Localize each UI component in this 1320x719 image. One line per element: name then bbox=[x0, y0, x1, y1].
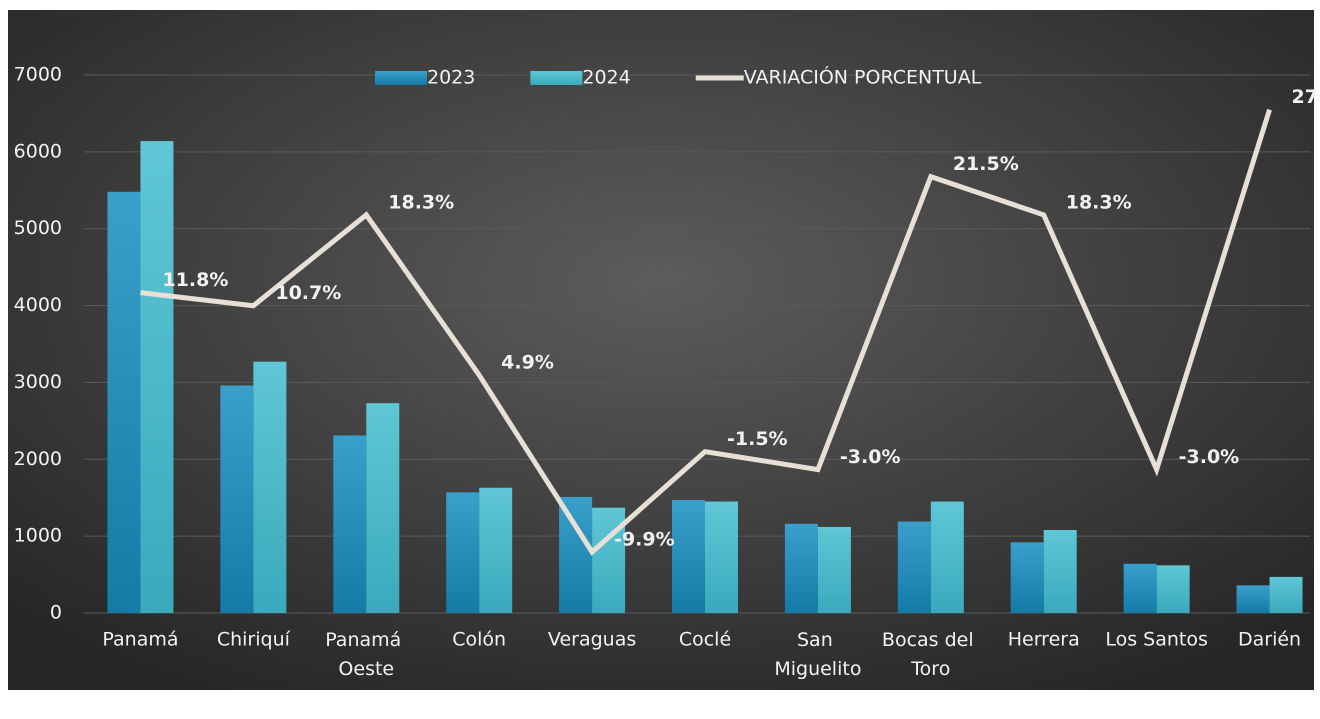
data-label: 10.7% bbox=[275, 282, 341, 304]
x-tick-label: Coclé bbox=[679, 629, 731, 651]
x-tick-label: Bocas del Toro bbox=[882, 629, 980, 680]
bar bbox=[220, 385, 254, 613]
bar bbox=[930, 501, 964, 613]
bar bbox=[333, 435, 367, 613]
y-tick-label: 3000 bbox=[14, 371, 62, 393]
bar bbox=[366, 403, 400, 613]
bar bbox=[446, 492, 480, 613]
bar bbox=[784, 523, 818, 613]
bar bbox=[672, 500, 705, 613]
y-tick-label: 6000 bbox=[14, 140, 62, 162]
bar bbox=[1123, 563, 1157, 613]
data-label: -1.5% bbox=[727, 428, 788, 450]
bar bbox=[592, 507, 626, 613]
data-label: -3.0% bbox=[1179, 446, 1240, 468]
legend-label: VARIACIÓN PORCENTUAL bbox=[744, 65, 982, 89]
bar bbox=[479, 487, 513, 613]
bar bbox=[140, 141, 174, 613]
y-tick-label: 2000 bbox=[14, 448, 62, 470]
y-tick-label: 1000 bbox=[14, 525, 62, 547]
bar bbox=[1269, 576, 1303, 613]
x-tick-label: Los Santos bbox=[1105, 629, 1208, 651]
line bbox=[140, 108, 1272, 556]
legend-label: 2023 bbox=[427, 67, 475, 89]
bar bbox=[253, 361, 287, 613]
bar bbox=[1156, 565, 1190, 613]
bar bbox=[1236, 585, 1270, 613]
x-tick-label: Darién bbox=[1238, 629, 1301, 651]
data-label: -3.0% bbox=[840, 446, 901, 468]
data-label: 18.3% bbox=[388, 191, 454, 213]
chart-background bbox=[8, 10, 1314, 690]
data-label: -9.9% bbox=[614, 529, 675, 551]
y-tick-label: 4000 bbox=[14, 294, 62, 316]
data-label: 11.8% bbox=[162, 269, 228, 291]
x-tick-label: San Miguelito bbox=[774, 629, 861, 680]
bar bbox=[107, 191, 141, 613]
data-label: 21.5% bbox=[953, 153, 1019, 175]
y-tick-label: 7000 bbox=[14, 64, 62, 86]
y-tick-label: 5000 bbox=[14, 217, 62, 239]
bar bbox=[1043, 529, 1077, 613]
data-label: 4.9% bbox=[501, 352, 554, 374]
data-label: 18.3% bbox=[1066, 191, 1132, 213]
legend-swatch bbox=[530, 71, 583, 85]
bar bbox=[559, 496, 593, 613]
data-label: 27.1% bbox=[1292, 86, 1320, 108]
legend-swatch bbox=[375, 71, 427, 85]
y-tick-label: 0 bbox=[50, 602, 62, 624]
x-tick-label: Chiriquí bbox=[217, 629, 291, 651]
bar bbox=[897, 521, 931, 613]
x-tick-label: Panamá Oeste bbox=[325, 629, 407, 680]
x-tick-label: Herrera bbox=[1008, 629, 1080, 651]
bar bbox=[817, 526, 851, 613]
x-tick-label: Colón bbox=[452, 629, 506, 651]
legend-label: 2024 bbox=[582, 67, 630, 89]
x-tick-label: Panamá bbox=[102, 629, 178, 651]
bar bbox=[705, 501, 738, 613]
x-tick-label: Veraguas bbox=[548, 629, 636, 651]
bar bbox=[1010, 542, 1044, 613]
